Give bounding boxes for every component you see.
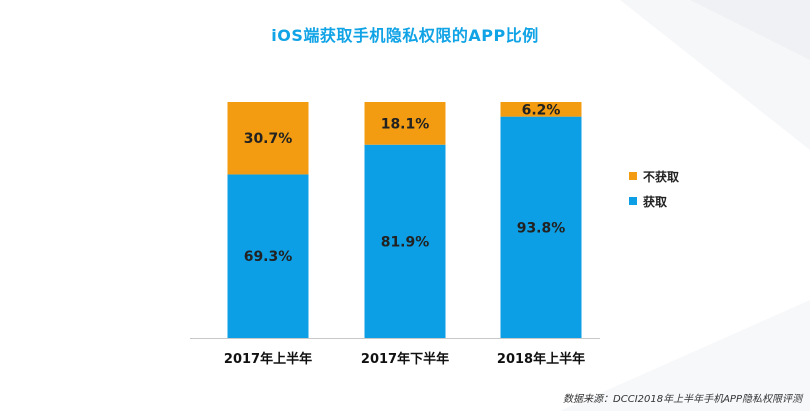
legend-label-obtain: 获取	[643, 194, 668, 209]
legend-swatch-obtain	[629, 197, 637, 205]
legend-label-not-obtain: 不获取	[643, 169, 680, 184]
bar-not-obtain-2	[364, 102, 446, 145]
data-label-obtain-1: 69.3%	[244, 249, 293, 265]
category-label-1: 2017年上半年	[224, 351, 312, 367]
data-label-not-obtain-1: 30.7%	[244, 131, 293, 147]
data-label-obtain-2: 81.9%	[381, 234, 430, 250]
data-label-not-obtain-2: 18.1%	[381, 116, 430, 132]
data-label-not-obtain-3: 6.2%	[522, 102, 561, 118]
bar-obtain-3	[500, 116, 582, 338]
category-label-3: 2018年上半年	[497, 351, 585, 367]
bar-not-obtain-1	[227, 102, 309, 175]
legend-item-obtain: 获取	[629, 193, 679, 209]
category-label-2: 2017年下半年	[361, 351, 449, 367]
legend-swatch-not-obtain	[629, 172, 637, 180]
bar-not-obtain-3	[500, 102, 582, 117]
bar-obtain-2	[364, 144, 446, 338]
legend-item-not-obtain: 不获取	[629, 168, 679, 184]
bar-obtain-1	[227, 174, 309, 338]
data-source-note: 数据来源：DCCI2018年上半年手机APP隐私权限评测	[563, 394, 802, 405]
data-label-obtain-3: 93.8%	[517, 220, 566, 236]
chart-title: iOS端获取手机隐私权限的APP比例	[271, 26, 539, 45]
legend: 不获取 获取	[629, 168, 679, 218]
